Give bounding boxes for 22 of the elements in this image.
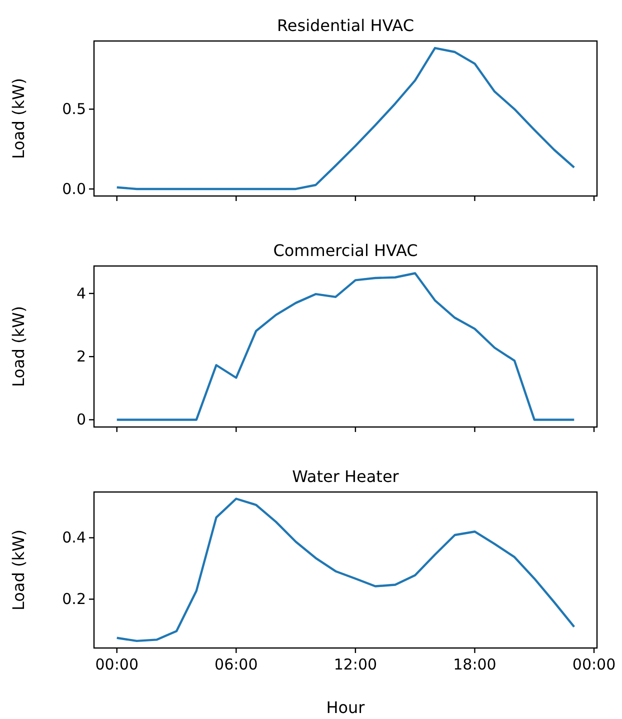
y-tick-label: 0.4 bbox=[62, 528, 86, 547]
y-tick-label: 0 bbox=[76, 410, 86, 429]
x-axis-title: Hour bbox=[326, 698, 366, 717]
line-series bbox=[116, 272, 576, 421]
x-tick-label: 00:00 bbox=[572, 656, 616, 674]
x-tick-label: 06:00 bbox=[214, 656, 258, 674]
chart-title: Water Heater bbox=[292, 467, 400, 486]
y-tick-label: 0.2 bbox=[62, 590, 86, 608]
y-tick-label: 4 bbox=[76, 284, 86, 302]
y-axis-title: Load (kW) bbox=[9, 78, 28, 160]
y-tick-label: 0.5 bbox=[62, 100, 86, 118]
chart-title: Commercial HVAC bbox=[273, 241, 418, 260]
y-axis-title: Load (kW) bbox=[9, 529, 28, 611]
x-tick-label: 00:00 bbox=[95, 656, 138, 674]
y-tick-label: 2 bbox=[76, 347, 86, 366]
line-series bbox=[116, 46, 576, 190]
line-series bbox=[116, 498, 576, 642]
x-tick-label: 12:00 bbox=[334, 656, 378, 674]
y-axis-title: Load (kW) bbox=[9, 306, 28, 388]
chart-title: Residential HVAC bbox=[276, 16, 414, 35]
x-tick-label: 18:00 bbox=[453, 656, 496, 674]
y-tick-label: 0.0 bbox=[62, 180, 86, 198]
